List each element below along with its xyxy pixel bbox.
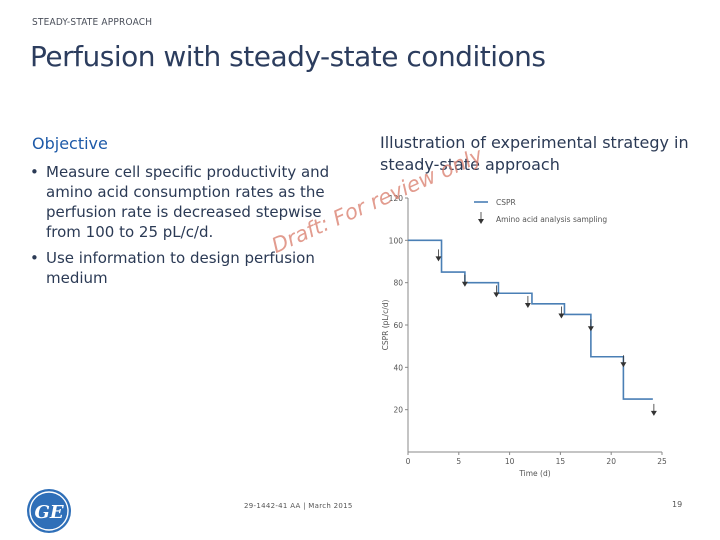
page-title: Perfusion with steady-state conditions (30, 40, 546, 73)
legend-cspr-label: CSPR (496, 198, 516, 207)
x-tick-label: 5 (456, 457, 461, 466)
legend-sampling-swatch (478, 219, 484, 224)
document-reference: 29-1442-41 AA | March 2015 (244, 502, 353, 510)
sampling-marker (435, 256, 442, 262)
cspr-line (408, 239, 653, 400)
chart-ticks: 20 40 60 80 100 120 0 5 10 15 20 25 Time (d) CSPR (pL… (381, 194, 667, 478)
cspr-chart: 20 40 60 80 100 120 0 5 10 15 20 25 Time (d) CSPR (pL… (381, 194, 667, 478)
objective-heading: Objective (32, 134, 108, 153)
y-tick-label: 100 (389, 236, 404, 245)
sampling-marker (524, 302, 531, 308)
y-axis-label: CSPR (pL/c/d) (381, 300, 390, 351)
y-tick-label: 60 (393, 321, 403, 330)
page-number: 19 (672, 500, 683, 509)
ge-logo: GE (27, 489, 71, 533)
y-tick-label: 120 (389, 194, 404, 203)
bullet-item: Measure cell specific productivity and a… (30, 162, 350, 242)
x-tick-label: 20 (606, 457, 616, 466)
sampling-marker (493, 292, 500, 298)
objective-list: Measure cell specific productivity and a… (30, 162, 350, 294)
chart-series (408, 239, 657, 416)
y-tick-label: 40 (393, 363, 403, 372)
chart-axes (407, 198, 662, 453)
x-tick-label: 10 (505, 457, 515, 466)
sampling-marker (558, 313, 565, 319)
x-tick-label: 15 (556, 457, 566, 466)
x-tick-label: 25 (657, 457, 667, 466)
svg-text:GE: GE (34, 502, 63, 523)
chart-caption: Illustration of experimental strategy in… (380, 133, 689, 174)
x-tick-label: 0 (406, 457, 411, 466)
y-tick-label: 80 (393, 279, 403, 288)
y-tick-label: 20 (393, 406, 403, 415)
section-eyebrow: STEADY-STATE APPROACH (32, 17, 153, 28)
sampling-marker (461, 281, 468, 287)
x-axis-label: Time (d) (518, 469, 550, 478)
chart-legend: CSPR Amino acid analysis sampling (474, 198, 607, 224)
bullet-item: Use information to design perfusion medi… (30, 248, 350, 288)
legend-sampling-label: Amino acid analysis sampling (496, 215, 607, 224)
sampling-marker (620, 362, 627, 368)
sampling-marker (587, 326, 594, 332)
sampling-marker (650, 410, 657, 416)
